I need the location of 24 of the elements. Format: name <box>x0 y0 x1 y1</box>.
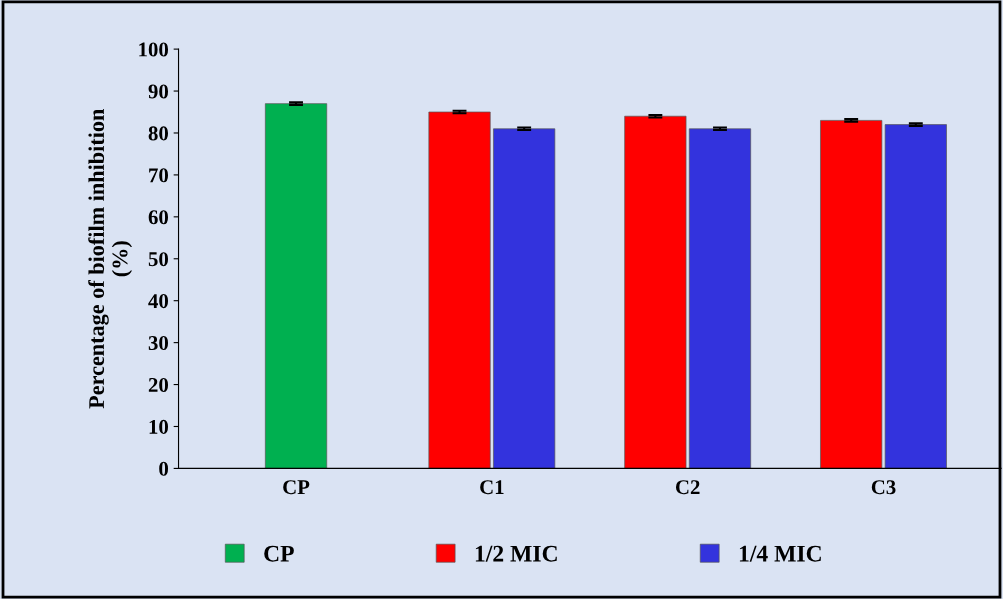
bar <box>624 115 687 469</box>
y-tick-label: 70 <box>149 168 169 183</box>
y-tick-label: 20 <box>148 377 169 392</box>
legend-label: 1/4 MIC <box>739 545 821 562</box>
y-tick-label: 0 <box>159 461 169 476</box>
x-tick-label: C3 <box>871 480 896 495</box>
legend-label: CP <box>264 545 294 562</box>
y-tick-label: 90 <box>148 84 169 99</box>
y-tick-label: 80 <box>148 126 169 141</box>
bar <box>264 103 328 469</box>
y-tick-label: 40 <box>148 294 169 309</box>
bar <box>688 128 752 469</box>
bar <box>493 128 556 469</box>
y-tick-label: 10 <box>149 419 169 434</box>
y-tick-label: 60 <box>148 210 169 225</box>
legend-label: 1/2 MIC <box>475 545 557 562</box>
x-tick-label: CP <box>283 480 310 495</box>
x-tick-label: C2 <box>675 480 700 495</box>
bar <box>428 111 491 469</box>
y-tick-label: 50 <box>148 252 169 267</box>
y-tick-label: 30 <box>148 336 169 351</box>
y-tick-label: 100 <box>139 42 169 57</box>
x-tick-label: C1 <box>480 480 504 495</box>
y-axis-title: Percentage of biofilm inhibition (%) <box>88 108 133 409</box>
